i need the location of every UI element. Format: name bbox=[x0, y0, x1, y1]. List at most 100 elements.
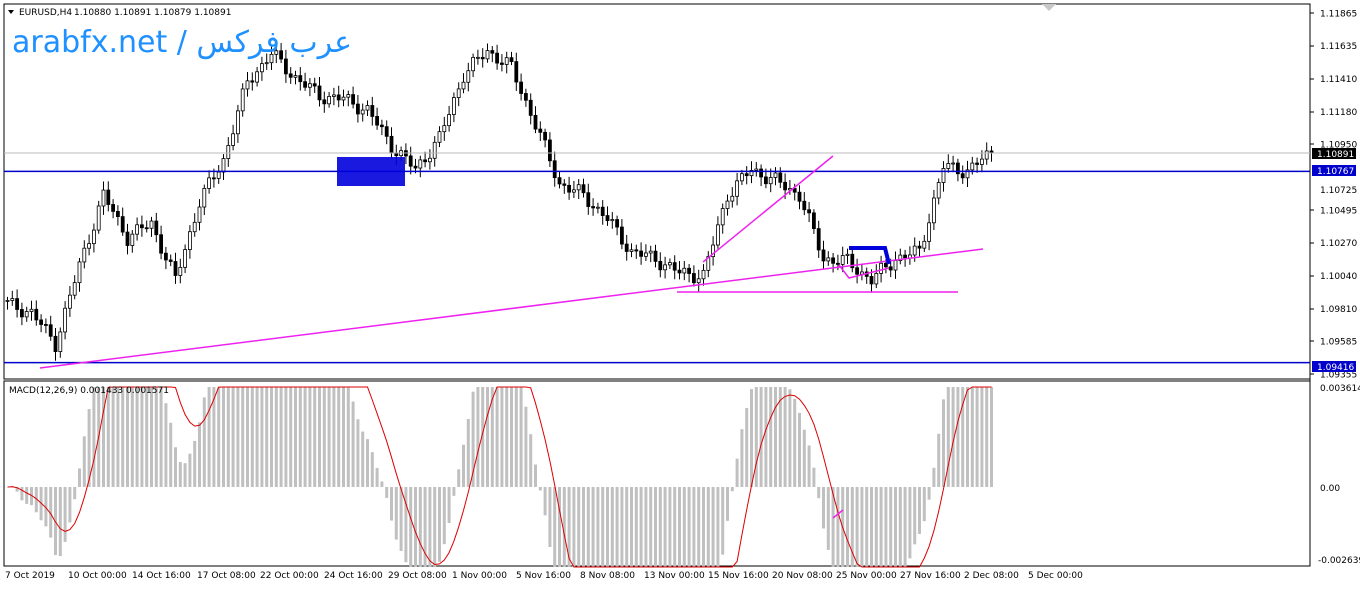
macd-bar bbox=[63, 487, 67, 542]
corner-marker-icon bbox=[1042, 4, 1056, 11]
candle-body bbox=[48, 324, 53, 337]
candle-body bbox=[826, 257, 831, 262]
candle-body bbox=[29, 308, 34, 312]
candle-body bbox=[639, 250, 643, 257]
macd-bar bbox=[337, 387, 341, 487]
macd-bar bbox=[822, 487, 825, 529]
macd-bar bbox=[903, 487, 907, 567]
macd-bar bbox=[625, 487, 629, 567]
price-tick: 1.10725 bbox=[1320, 186, 1357, 196]
macd-bar bbox=[966, 387, 969, 487]
candle-body bbox=[375, 116, 380, 126]
macd-bar bbox=[25, 487, 29, 504]
macd-bar bbox=[126, 387, 129, 487]
macd-bar bbox=[183, 463, 187, 487]
macd-bar bbox=[116, 387, 120, 487]
macd-bar bbox=[246, 387, 249, 487]
candle-body bbox=[696, 278, 701, 284]
candle-body bbox=[423, 159, 428, 163]
candle-body bbox=[480, 56, 485, 60]
macd-bar bbox=[20, 487, 24, 501]
candle-body bbox=[456, 88, 461, 98]
candle-body bbox=[341, 96, 346, 101]
candle-body bbox=[922, 240, 927, 249]
macd-bar bbox=[92, 387, 96, 487]
macd-bar bbox=[294, 387, 297, 487]
macd-bar bbox=[178, 461, 182, 487]
candle-body bbox=[288, 73, 293, 78]
time-tick: 5 Nov 16:00 bbox=[516, 571, 571, 581]
macd-tick-zero: 0.00 bbox=[1320, 484, 1340, 494]
candle-body bbox=[932, 197, 936, 224]
macd-bar bbox=[78, 468, 81, 487]
macd-bar bbox=[658, 487, 662, 567]
candle-body bbox=[692, 273, 696, 284]
candle-body bbox=[768, 177, 773, 185]
symbol-label: EURUSD,H4 bbox=[19, 8, 72, 18]
macd-bar bbox=[610, 487, 614, 567]
candle-body bbox=[427, 157, 432, 163]
candle-body bbox=[298, 75, 303, 83]
candle-body bbox=[331, 94, 336, 97]
macd-bar bbox=[769, 387, 773, 487]
candle-body bbox=[307, 83, 312, 88]
macd-bar bbox=[591, 487, 595, 567]
macd-bar bbox=[534, 464, 537, 487]
macd-bar bbox=[486, 387, 489, 487]
time-tick: 5 Dec 00:00 bbox=[1028, 571, 1083, 581]
candle-body bbox=[874, 273, 879, 285]
candle-body bbox=[816, 228, 821, 251]
macd-bar bbox=[236, 387, 240, 487]
candle-body bbox=[548, 139, 552, 162]
macd-bar bbox=[289, 387, 293, 487]
candle-body bbox=[360, 109, 365, 115]
macd-bar bbox=[538, 487, 542, 491]
macd-bar bbox=[250, 387, 254, 487]
supply-zone-rect bbox=[337, 157, 405, 186]
chart-annotations bbox=[4, 152, 1310, 519]
price-tick: 1.10040 bbox=[1320, 272, 1357, 282]
candle-body bbox=[581, 184, 586, 194]
candle-body bbox=[596, 206, 600, 209]
macd-bar bbox=[361, 431, 365, 487]
macd-bar bbox=[370, 452, 374, 487]
candle-body bbox=[269, 53, 274, 64]
watermark-text: arabfx.net / عرب فركس bbox=[12, 25, 352, 60]
macd-bar bbox=[462, 444, 465, 487]
macd-bar bbox=[577, 487, 581, 567]
time-tick: 2 Dec 08:00 bbox=[964, 571, 1019, 581]
macd-bar bbox=[702, 487, 705, 567]
candle-body bbox=[322, 99, 327, 105]
macd-bar bbox=[346, 387, 350, 487]
macd-bar bbox=[514, 387, 518, 487]
candle-body bbox=[797, 191, 802, 202]
candle-body bbox=[624, 243, 629, 252]
macd-bar bbox=[553, 487, 557, 567]
candle-body bbox=[250, 80, 255, 83]
candle-body bbox=[139, 224, 144, 229]
candle-body bbox=[980, 158, 984, 165]
candle-body bbox=[936, 182, 941, 199]
symbol-menu-arrow-icon[interactable] bbox=[8, 10, 14, 14]
candle-body bbox=[951, 162, 955, 165]
macd-bar bbox=[730, 487, 734, 492]
candle-body bbox=[749, 170, 754, 177]
candle-body bbox=[855, 267, 859, 275]
candle-body bbox=[245, 80, 250, 90]
macd-bar bbox=[630, 487, 633, 567]
macd-bar bbox=[255, 387, 259, 487]
macd-bar bbox=[793, 398, 797, 487]
macd-bar bbox=[644, 487, 648, 567]
candle-body bbox=[317, 85, 322, 101]
candle-body bbox=[576, 184, 581, 191]
macd-bar bbox=[663, 487, 667, 567]
candle-body bbox=[413, 165, 418, 169]
macd-bar bbox=[447, 487, 451, 523]
candle-body bbox=[447, 114, 452, 127]
candle-body bbox=[831, 257, 835, 264]
macd-bar bbox=[366, 439, 369, 487]
price-panel[interactable] bbox=[3, 3, 1311, 380]
macd-bar bbox=[913, 487, 917, 545]
candle-body bbox=[255, 71, 260, 83]
